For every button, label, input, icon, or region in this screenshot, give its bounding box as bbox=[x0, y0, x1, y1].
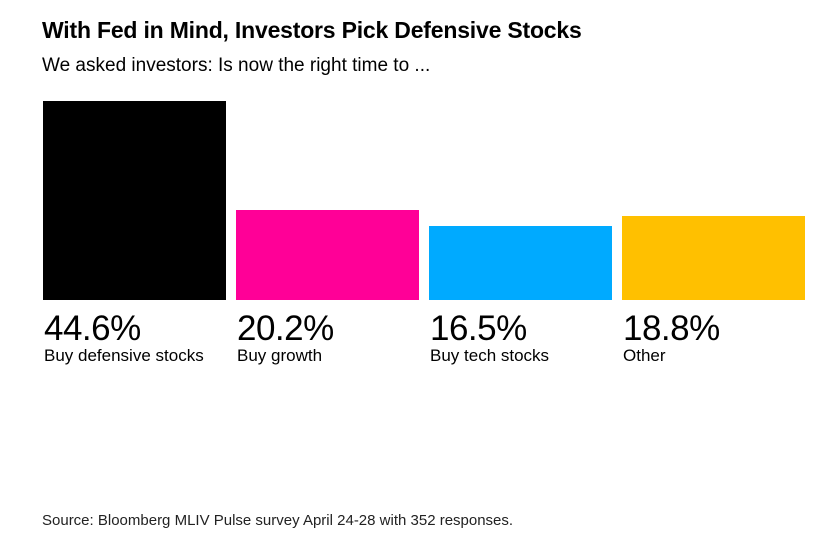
value-label-3: 16.5% bbox=[430, 309, 527, 348]
category-label-2: Buy growth bbox=[237, 346, 323, 365]
bar-3 bbox=[429, 226, 612, 300]
category-label-3: Buy tech stocks bbox=[430, 346, 550, 365]
chart-subtitle: We asked investors: Is now the right tim… bbox=[42, 55, 431, 76]
source-note: Source: Bloomberg MLIV Pulse survey Apri… bbox=[42, 512, 514, 529]
bar-2 bbox=[236, 210, 419, 300]
bar-4 bbox=[622, 216, 805, 300]
value-label-2: 20.2% bbox=[237, 309, 334, 348]
chart-title: With Fed in Mind, Investors Pick Defensi… bbox=[42, 17, 582, 43]
value-label-1: 44.6% bbox=[44, 309, 141, 348]
category-label-1: Buy defensive stocks bbox=[44, 346, 204, 365]
category-label-4: Other bbox=[623, 346, 666, 365]
bar-1 bbox=[43, 101, 226, 300]
value-label-4: 18.8% bbox=[623, 309, 720, 348]
